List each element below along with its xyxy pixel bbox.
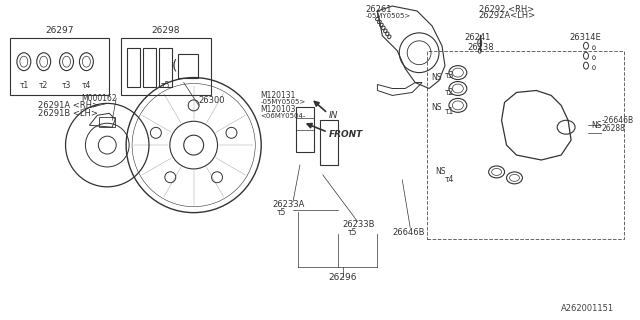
- Text: τ2: τ2: [39, 81, 49, 90]
- Bar: [296, 118, 314, 130]
- Text: τ4: τ4: [82, 81, 91, 90]
- Text: NS: NS: [431, 73, 442, 82]
- Text: 26314E: 26314E: [569, 33, 601, 42]
- Text: 26291B <LH>: 26291B <LH>: [38, 109, 98, 118]
- Bar: [10, 38, 109, 95]
- Text: -05MY0505>: -05MY0505>: [260, 100, 305, 105]
- Bar: [121, 38, 211, 95]
- Text: FRONT: FRONT: [329, 130, 363, 139]
- Text: 26238: 26238: [468, 43, 495, 52]
- Text: M120103: M120103: [260, 105, 296, 114]
- Text: <06MY0504-: <06MY0504-: [260, 113, 305, 119]
- Bar: [159, 48, 172, 87]
- Text: τ5: τ5: [348, 228, 357, 237]
- Text: 26292A<LH>: 26292A<LH>: [479, 12, 536, 20]
- Text: IN: IN: [329, 111, 338, 120]
- Text: 26296: 26296: [328, 273, 357, 282]
- Text: τ2: τ2: [445, 88, 454, 97]
- Text: τ1: τ1: [19, 81, 28, 90]
- Text: NS: NS: [435, 167, 445, 176]
- Text: 26297: 26297: [45, 26, 74, 36]
- Text: τ5: τ5: [161, 81, 170, 90]
- Text: τ1: τ1: [445, 107, 454, 116]
- Text: 26233A: 26233A: [272, 200, 305, 209]
- Bar: [99, 117, 115, 127]
- Text: τ3: τ3: [62, 81, 71, 90]
- Text: 26292 <RH>: 26292 <RH>: [479, 4, 534, 13]
- Text: 26646B: 26646B: [392, 228, 425, 237]
- Bar: [427, 51, 624, 239]
- Text: 26233B: 26233B: [342, 220, 375, 229]
- Text: τ3: τ3: [445, 71, 454, 80]
- Text: 26291A <RH>: 26291A <RH>: [38, 101, 99, 110]
- Bar: [127, 48, 140, 87]
- Bar: [143, 48, 156, 87]
- Text: τ5: τ5: [277, 208, 287, 217]
- Text: NS: NS: [431, 103, 442, 112]
- Text: M120131: M120131: [260, 91, 296, 100]
- Text: 26261: 26261: [365, 4, 392, 13]
- Text: τ4: τ4: [445, 175, 454, 184]
- Text: 26300: 26300: [198, 96, 225, 105]
- Bar: [178, 54, 198, 77]
- Text: -05MY0505>: -05MY0505>: [365, 13, 411, 19]
- Text: (: (: [172, 59, 177, 73]
- Text: 26288: 26288: [602, 124, 626, 133]
- Text: NS: NS: [591, 121, 602, 130]
- Text: 26241: 26241: [465, 33, 491, 42]
- Text: 26298: 26298: [152, 26, 180, 36]
- Text: M000162: M000162: [81, 94, 117, 103]
- Text: -26646B: -26646B: [602, 116, 634, 125]
- Text: A262001151: A262001151: [561, 305, 614, 314]
